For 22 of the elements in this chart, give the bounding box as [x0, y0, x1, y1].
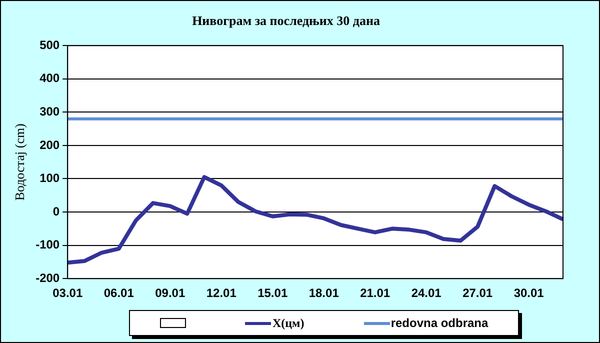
x-tick-label: 09.01 — [155, 286, 186, 300]
chart-title: Нивограм за последњих 30 дана — [192, 13, 380, 28]
x-tick-label: 24.01 — [411, 286, 442, 300]
x-tick-label: 12.01 — [206, 286, 237, 300]
x-tick-label: 18.01 — [308, 286, 340, 300]
y-axis-title: Водостај (cm) — [12, 124, 28, 201]
y-tick-label: 100 — [40, 171, 60, 186]
x-tick-label: 15.01 — [258, 286, 288, 300]
y-tick-label: 200 — [40, 138, 60, 152]
y-tick-label: -200 — [36, 270, 60, 285]
y-tick-label: 400 — [40, 71, 60, 86]
y-tick-label: 0 — [52, 204, 60, 218]
x-tick-label: 03.01 — [52, 286, 83, 300]
x-tick-label: 21.01 — [360, 286, 390, 300]
legend-label: X(цм) — [272, 316, 304, 330]
x-tick-label: 06.01 — [104, 286, 134, 300]
y-tick-label: 500 — [40, 38, 60, 52]
legend-label: redovna odbrana — [390, 316, 488, 330]
x-tick-label: 30.01 — [514, 286, 544, 300]
x-tick-label: 27.01 — [462, 286, 493, 300]
y-tick-label: 300 — [40, 104, 60, 118]
y-tick-label: -100 — [36, 238, 60, 252]
